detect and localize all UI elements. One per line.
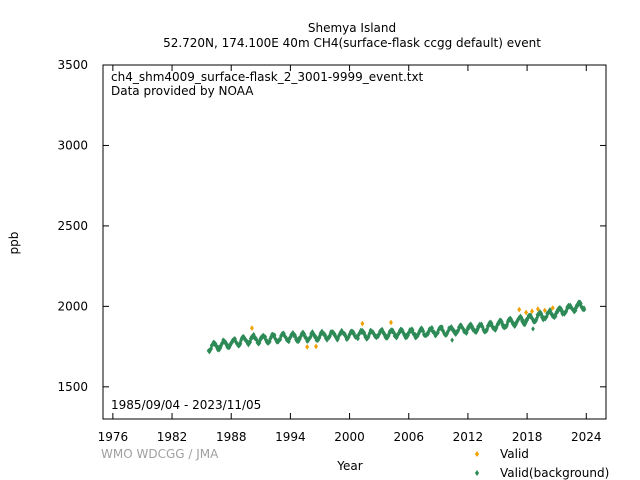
data-point-background xyxy=(467,325,471,331)
data-point-background xyxy=(440,324,444,330)
x-tick-label: 1976 xyxy=(98,430,129,444)
data-point-background xyxy=(291,330,296,336)
legend-background-diamond xyxy=(474,470,480,476)
chart-subtitle: 52.720N, 174.100E 40m CH4(surface-flask … xyxy=(163,36,541,50)
data-point-background xyxy=(465,327,470,333)
data-point-background xyxy=(263,334,268,340)
data-point-background xyxy=(559,306,564,313)
x-tick-label: 2012 xyxy=(453,430,484,444)
date-range-label: 1985/09/04 - 2023/11/05 xyxy=(111,398,261,412)
x-axis-label: Year xyxy=(336,459,362,473)
data-point-background xyxy=(310,329,315,335)
data-point-background xyxy=(398,328,403,335)
data-point-valid xyxy=(389,319,393,326)
credit-label: WMO WDCGG / JMA xyxy=(101,447,219,461)
data-point-background xyxy=(494,325,499,331)
series-valid xyxy=(249,305,555,350)
data-point-valid xyxy=(360,320,365,327)
data-point-valid xyxy=(542,307,547,314)
x-tick-label: 1982 xyxy=(157,430,188,444)
legend-valid-marker xyxy=(474,451,480,457)
x-axis: 1976 1982 1988 1994 2000 2006 2012 2018 2024 xyxy=(98,65,602,444)
x-tick-label: 2000 xyxy=(334,430,365,444)
data-point-valid xyxy=(314,343,318,350)
data-point-background xyxy=(288,334,293,340)
data-point-background xyxy=(328,333,332,339)
y-axis-label: ppb xyxy=(7,232,21,255)
data-point-background xyxy=(535,315,539,321)
data-point-background xyxy=(539,311,544,317)
y-tick-label: 3000 xyxy=(57,138,88,152)
y-axis: 1500 2000 2500 3000 3500 xyxy=(57,58,606,394)
data-point-background xyxy=(548,307,553,313)
data-point-background xyxy=(500,321,505,327)
legend-valid-label: Valid xyxy=(500,447,529,461)
data-point-background xyxy=(376,333,380,340)
data-point-background xyxy=(238,340,243,346)
x-tick-label: 2018 xyxy=(512,430,543,444)
data-point-background xyxy=(269,334,274,340)
data-point-valid xyxy=(530,308,534,314)
data-point-background xyxy=(582,306,587,313)
x-tick-label: 2024 xyxy=(571,430,602,444)
file-label: ch4_shm4009_surface-flask_2_3001-9999_ev… xyxy=(111,70,424,84)
data-point-background xyxy=(474,329,478,336)
series-valid-background xyxy=(206,299,587,355)
legend-valid-diamond xyxy=(474,451,480,457)
data-point-background xyxy=(475,327,480,333)
chart-title: Shemya Island xyxy=(308,21,396,35)
data-point-background xyxy=(323,332,328,338)
y-tick-label: 2500 xyxy=(57,219,88,233)
data-point-background xyxy=(531,326,535,332)
legend-background-label: Valid(background) xyxy=(500,466,609,480)
data-point-background xyxy=(395,334,399,340)
data-point-valid xyxy=(535,306,540,312)
data-point-background xyxy=(505,321,510,327)
data-point-background xyxy=(386,333,391,339)
data-point-valid xyxy=(305,344,310,350)
data-point-background xyxy=(496,320,501,327)
data-point-background xyxy=(213,341,218,347)
x-tick-label: 2006 xyxy=(393,430,424,444)
data-point-background xyxy=(579,301,583,307)
data-point-background xyxy=(450,337,454,343)
data-point-background xyxy=(410,327,415,334)
y-tick-label: 2000 xyxy=(57,299,88,313)
data-point-valid xyxy=(550,305,555,311)
y-tick-label: 1500 xyxy=(57,380,88,394)
data-point-background xyxy=(413,331,417,337)
data-point-valid xyxy=(249,325,254,331)
legend-background-marker xyxy=(474,470,480,476)
data-point-background xyxy=(417,330,421,337)
provider-label: Data provided by NOAA xyxy=(111,84,254,98)
data-point-background xyxy=(452,327,456,334)
data-point-valid xyxy=(517,306,522,313)
y-tick-label: 3500 xyxy=(57,58,88,72)
x-tick-label: 1988 xyxy=(216,430,247,444)
data-point-background xyxy=(298,336,302,342)
data-point-background xyxy=(427,328,431,334)
plot-frame xyxy=(102,64,607,420)
data-point-background xyxy=(382,331,387,338)
x-tick-label: 1994 xyxy=(275,430,306,444)
data-point-background xyxy=(348,331,352,337)
data-point-background xyxy=(317,335,322,341)
data-point-background xyxy=(364,334,368,340)
legend: Valid Valid(background) xyxy=(474,447,609,480)
data-point-background xyxy=(514,321,518,327)
data-point-background xyxy=(520,317,525,323)
data-point-valid xyxy=(524,309,529,316)
data-point-background xyxy=(464,328,468,334)
data-point-background xyxy=(325,337,329,343)
data-point-background xyxy=(209,346,214,352)
data-point-background xyxy=(248,339,253,345)
data-point-background xyxy=(302,331,307,337)
